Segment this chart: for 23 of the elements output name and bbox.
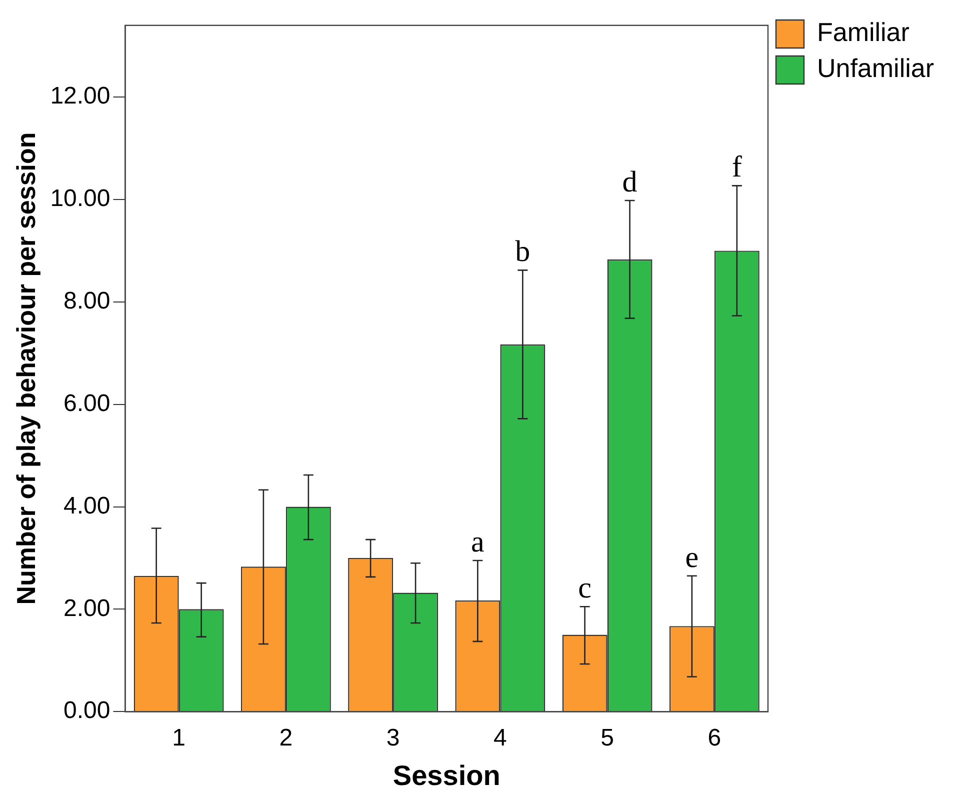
y-axis-title: Number of play behaviour per session	[10, 132, 41, 605]
x-axis-title: Session	[392, 760, 500, 791]
x-tick-label: 1	[172, 724, 186, 752]
y-tick-label: 8.00	[64, 288, 110, 315]
legend-label: Unfamiliar	[816, 53, 934, 84]
annotation: f	[732, 150, 742, 184]
y-tick-label: 6.00	[64, 390, 110, 417]
y-tick-label: 4.00	[64, 492, 110, 520]
annotation: b	[515, 235, 530, 268]
y-tick-label: 2.00	[64, 594, 110, 622]
y-tick-label: 0.00	[64, 697, 110, 724]
y-tick-label: 12.00	[50, 82, 110, 110]
annotation: a	[471, 525, 484, 558]
annotation: e	[685, 540, 699, 574]
x-tick-label: 3	[386, 724, 400, 752]
x-tick-label: 6	[708, 724, 722, 752]
annotation: c	[578, 571, 592, 604]
y-tick-label: 10.00	[50, 185, 110, 212]
x-tick-label: 5	[600, 724, 614, 752]
legend-label: Familiar	[816, 17, 910, 48]
x-tick-label: 4	[493, 724, 507, 752]
x-tick-label: 2	[279, 724, 293, 752]
annotation: d	[622, 165, 638, 198]
